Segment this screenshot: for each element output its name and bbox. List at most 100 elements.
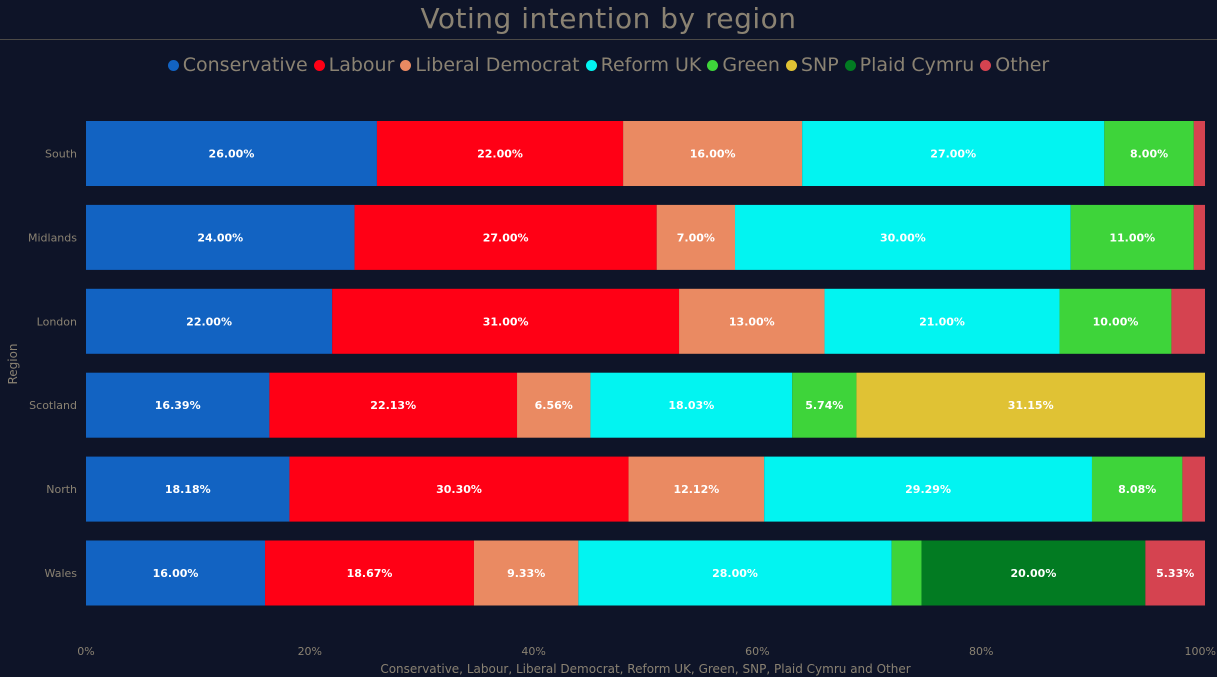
data-label: 26.00% bbox=[209, 148, 255, 161]
data-label: 22.00% bbox=[477, 148, 523, 161]
title-divider bbox=[0, 39, 1217, 40]
legend-swatch bbox=[707, 59, 719, 71]
data-label: 18.18% bbox=[165, 483, 211, 496]
bar-south-liberal-democrat[interactable] bbox=[623, 121, 803, 186]
data-label: 16.39% bbox=[155, 399, 201, 412]
data-label: 13.00% bbox=[729, 315, 775, 328]
bar-scotland-liberal-democrat[interactable] bbox=[517, 372, 591, 438]
data-label: 31.00% bbox=[483, 315, 529, 328]
bar-wales-green[interactable] bbox=[891, 540, 922, 606]
bar-midlands-liberal-democrat[interactable] bbox=[656, 204, 736, 270]
data-label: 29.29% bbox=[905, 483, 951, 496]
data-label: 8.00% bbox=[1130, 148, 1168, 161]
legend-item-conservative[interactable]: Conservative bbox=[167, 54, 308, 76]
bar-south-other[interactable] bbox=[1193, 121, 1205, 186]
bar-london-conservative[interactable] bbox=[86, 288, 333, 354]
bar-london-other[interactable] bbox=[1171, 288, 1205, 354]
bar-midlands-other[interactable] bbox=[1193, 204, 1205, 270]
bar-london-reform-uk[interactable] bbox=[824, 288, 1060, 354]
bar-scotland-conservative[interactable] bbox=[86, 372, 270, 438]
legend-swatch bbox=[844, 59, 856, 71]
data-label: 27.00% bbox=[930, 148, 976, 161]
bar-wales-labour[interactable] bbox=[265, 540, 474, 606]
legend-item-liberal-democrat[interactable]: Liberal Democrat bbox=[400, 54, 580, 76]
bar-north-labour[interactable] bbox=[289, 456, 629, 522]
bar-north-green[interactable] bbox=[1091, 456, 1183, 522]
data-label: 10.00% bbox=[1093, 315, 1139, 328]
data-label: 22.13% bbox=[370, 399, 416, 412]
category-label: Scotland bbox=[29, 399, 77, 412]
bar-london-green[interactable] bbox=[1059, 288, 1172, 354]
data-label: 7.00% bbox=[677, 231, 715, 244]
bar-scotland-reform-uk[interactable] bbox=[590, 372, 793, 438]
x-tick-label: 100% bbox=[1185, 645, 1216, 658]
data-label: 16.00% bbox=[153, 567, 199, 580]
bar-scotland-snp[interactable] bbox=[856, 372, 1205, 438]
y-axis-title: Region bbox=[6, 343, 20, 384]
bar-south-conservative[interactable] bbox=[86, 121, 377, 186]
data-label: 6.56% bbox=[535, 399, 573, 412]
legend-label: Reform UK bbox=[600, 54, 702, 76]
bar-scotland-green[interactable] bbox=[792, 372, 857, 438]
legend-item-other[interactable]: Other bbox=[980, 54, 1049, 76]
category-label: Midlands bbox=[28, 231, 77, 244]
data-label: 31.15% bbox=[1008, 399, 1054, 412]
bar-wales-other[interactable] bbox=[1145, 540, 1205, 606]
legend-swatch bbox=[585, 59, 597, 71]
data-label: 30.00% bbox=[880, 231, 926, 244]
x-axis-title: Conservative, Labour, Liberal Democrat, … bbox=[380, 662, 910, 676]
legend-item-labour[interactable]: Labour bbox=[313, 54, 395, 76]
bar-wales-liberal-democrat[interactable] bbox=[473, 540, 579, 606]
bar-north-conservative[interactable] bbox=[86, 456, 290, 522]
category-label: South bbox=[45, 148, 77, 161]
data-label: 30.30% bbox=[436, 483, 482, 496]
data-label: 9.33% bbox=[507, 567, 545, 580]
bar-south-green[interactable] bbox=[1104, 121, 1194, 186]
legend-item-reform-uk[interactable]: Reform UK bbox=[585, 54, 702, 76]
x-tick-label: 20% bbox=[298, 645, 322, 658]
bar-south-labour[interactable] bbox=[376, 121, 624, 186]
bar-wales-reform-uk[interactable] bbox=[578, 540, 892, 606]
data-label: 16.00% bbox=[690, 148, 736, 161]
data-label: 5.74% bbox=[805, 399, 843, 412]
category-label: North bbox=[46, 483, 77, 496]
bar-south-reform-uk[interactable] bbox=[802, 121, 1105, 186]
legend-swatch bbox=[313, 59, 325, 71]
x-tick-label: 40% bbox=[521, 645, 545, 658]
legend-label: SNP bbox=[800, 54, 839, 76]
legend-item-plaid-cymru[interactable]: Plaid Cymru bbox=[844, 54, 974, 76]
data-label: 18.03% bbox=[668, 399, 714, 412]
bar-north-other[interactable] bbox=[1182, 456, 1205, 522]
data-label: 21.00% bbox=[919, 315, 965, 328]
bar-wales-plaid-cymru[interactable] bbox=[921, 540, 1146, 606]
bar-wales-conservative[interactable] bbox=[86, 540, 266, 606]
bar-london-labour[interactable] bbox=[332, 288, 680, 354]
bar-london-liberal-democrat[interactable] bbox=[679, 288, 825, 354]
data-label: 18.67% bbox=[347, 567, 393, 580]
legend-swatch bbox=[167, 59, 179, 71]
bar-scotland-labour[interactable] bbox=[269, 372, 518, 438]
data-label: 20.00% bbox=[1011, 567, 1057, 580]
bar-north-reform-uk[interactable] bbox=[764, 456, 1092, 522]
bar-midlands-conservative[interactable] bbox=[86, 204, 355, 270]
legend-label: Green bbox=[722, 54, 780, 76]
x-tick-label: 80% bbox=[969, 645, 993, 658]
bar-midlands-green[interactable] bbox=[1070, 204, 1194, 270]
bar-midlands-labour[interactable] bbox=[354, 204, 657, 270]
legend-label: Liberal Democrat bbox=[415, 54, 580, 76]
data-label: 24.00% bbox=[197, 231, 243, 244]
legend-item-snp[interactable]: SNP bbox=[785, 54, 839, 76]
legend-label: Labour bbox=[328, 54, 395, 76]
chart-legend: Conservative Labour Liberal Democrat Reform… bbox=[0, 54, 1217, 76]
bar-midlands-reform-uk[interactable] bbox=[735, 204, 1071, 270]
x-tick-label: 60% bbox=[745, 645, 769, 658]
legend-item-green[interactable]: Green bbox=[707, 54, 780, 76]
legend-swatch bbox=[400, 59, 412, 71]
bar-north-liberal-democrat[interactable] bbox=[628, 456, 765, 522]
data-label: 28.00% bbox=[712, 567, 758, 580]
chart-title: Voting intention by region bbox=[420, 2, 797, 35]
data-label: 22.00% bbox=[186, 315, 232, 328]
data-label: 11.00% bbox=[1109, 231, 1155, 244]
category-label: London bbox=[37, 315, 77, 328]
